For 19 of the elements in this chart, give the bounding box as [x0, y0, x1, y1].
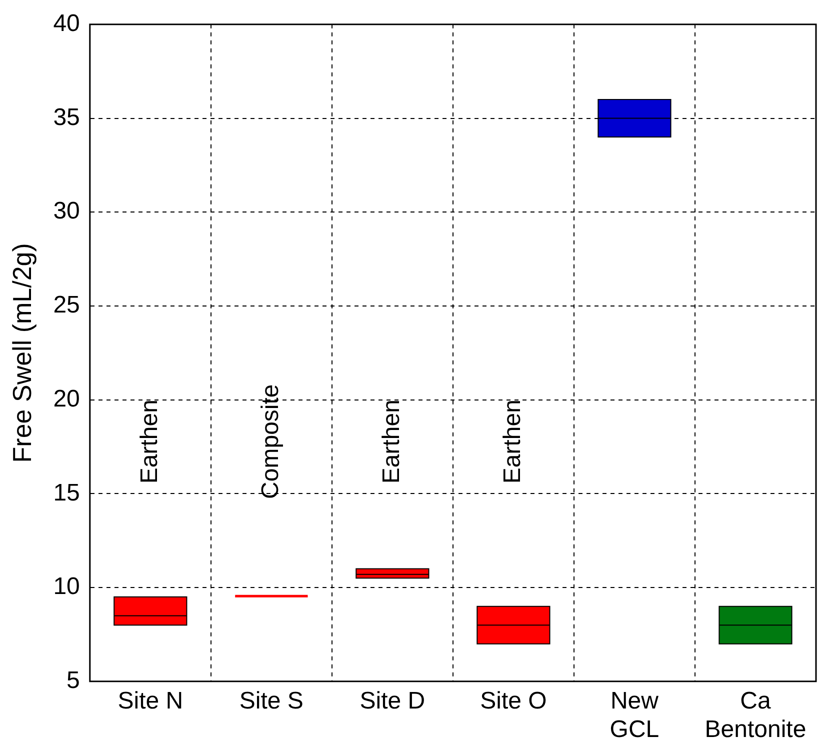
annotation: Earthen — [499, 400, 526, 484]
annotation: Composite — [257, 384, 284, 499]
annotation: Earthen — [378, 400, 406, 484]
y-tick-label: 10 — [53, 573, 80, 600]
y-tick-label: 35 — [53, 104, 80, 131]
x-tick-label: Site O — [480, 687, 547, 714]
x-tick-label: Site N — [118, 687, 184, 714]
y-tick-label: 5 — [66, 667, 80, 694]
x-tick-label: Ca Bentonite — [704, 687, 806, 744]
y-tick-label: 30 — [53, 198, 80, 225]
y-tick-label: 15 — [53, 479, 80, 506]
x-tick-label: New GCL — [610, 687, 660, 744]
y-tick-label: 20 — [53, 385, 80, 412]
x-tick-label: Site S — [239, 687, 304, 714]
y-axis-title: Free Swell (mL/2g) — [6, 243, 37, 463]
y-tick-label: 25 — [53, 292, 80, 319]
annotation: Earthen — [136, 400, 164, 484]
y-tick-label: 40 — [53, 10, 80, 38]
x-tick-label: Site D — [360, 687, 426, 714]
